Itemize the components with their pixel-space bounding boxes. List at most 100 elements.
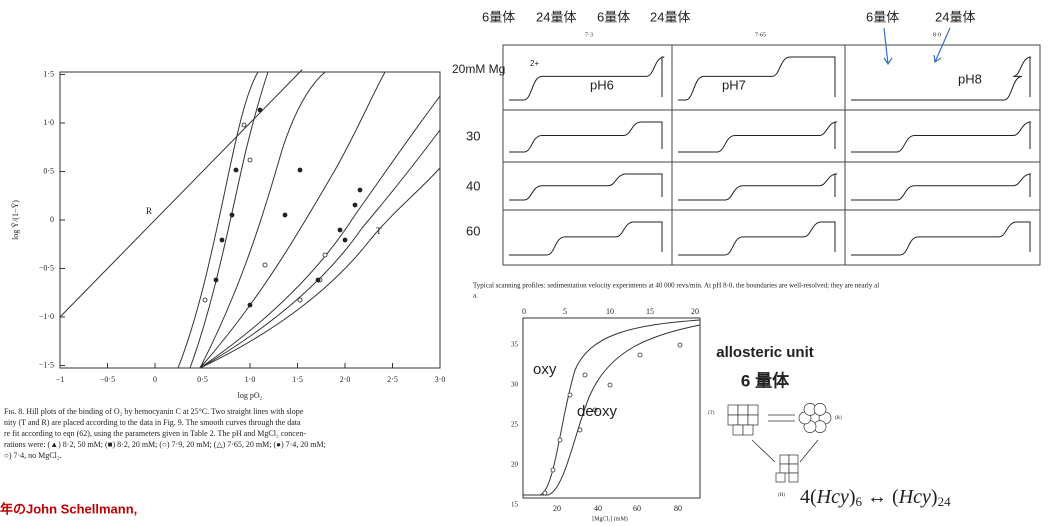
state-label: (R) [835, 416, 842, 421]
row-label: 30 [466, 128, 480, 143]
hill-point [242, 123, 246, 127]
sed-trace [851, 122, 1031, 152]
arrow [800, 440, 818, 462]
bottom-tick-label: 20 [553, 504, 561, 513]
arrow [752, 440, 775, 462]
sed-trace [851, 57, 1031, 100]
species-header: 6量体 [482, 9, 515, 24]
bottom-tick-label: 40 [594, 504, 602, 513]
footer-text: 年のJohn Schellmann, [0, 501, 137, 516]
hill-curve [200, 130, 440, 368]
left-tick-label: 15 [511, 501, 519, 509]
mg-point [678, 343, 682, 347]
caption-line: a. [473, 292, 478, 300]
hill-point [248, 303, 252, 307]
hill-point [230, 213, 234, 217]
y-tick-label: 0·5 [43, 166, 54, 175]
x-tick-label: 2·0 [340, 375, 351, 384]
subunit [728, 405, 738, 415]
hill-point [323, 253, 327, 257]
subunit [789, 464, 798, 473]
sed-trace [509, 222, 662, 255]
equation-part: ) [931, 486, 938, 508]
curve-label: R [146, 206, 152, 216]
mg-point [568, 393, 572, 397]
ph-label: pH7 [722, 77, 746, 92]
equation-part: ↔ ( [862, 486, 899, 508]
sed-trace [851, 174, 1031, 200]
hill-point [220, 238, 224, 242]
y-tick-label: 1·0 [43, 118, 54, 127]
subunit [780, 464, 789, 473]
mg-point [558, 438, 562, 442]
panel-code: 7·3 [585, 32, 593, 38]
curve-label: oxy [533, 361, 557, 378]
allosteric-subtitle: 6 量体 [741, 370, 790, 390]
x-tick-label: 0 [153, 375, 157, 384]
bottom-tick-label: 80 [674, 504, 682, 513]
mg-point [638, 353, 642, 357]
x-tick-label: 0·5 [197, 375, 208, 384]
species-header: 24量体 [935, 9, 975, 24]
species-header: 6量体 [597, 9, 630, 24]
row-label-sup: 2+ [530, 59, 539, 68]
hill-point [316, 278, 320, 282]
row-label: 20mM Mg [452, 62, 505, 76]
hill-point [298, 298, 302, 302]
hill-point [358, 188, 362, 192]
sed-trace [678, 57, 835, 100]
caption-line: Fɪɢ. 8. Hill plots of the binding of O₂ … [4, 407, 304, 416]
mg-point [551, 468, 555, 472]
row-label: 60 [466, 223, 480, 238]
panel-code: 7·65 [755, 32, 766, 38]
ph-label: pH8 [958, 71, 982, 86]
sed-trace [509, 174, 662, 200]
hill-curve [60, 70, 302, 317]
sed-trace [851, 222, 1030, 255]
top-tick-label: 5 [563, 307, 567, 316]
row-label: 40 [466, 178, 480, 193]
left-tick-label: 35 [511, 341, 519, 349]
hill-point [263, 263, 267, 267]
slide: 1·51·00·50−0·5−1·0−1·5−1−0·500·51·01·52·… [0, 0, 1051, 526]
panel-code: 8·0 [933, 32, 941, 38]
y-tick-label: 0 [50, 215, 54, 224]
subunit [748, 405, 758, 415]
hill-point [338, 228, 342, 232]
mg-point [543, 491, 547, 495]
caption-line: Typical scanning profiles: sedimentation… [473, 282, 879, 290]
x-axis-label: log pO₂ [238, 391, 263, 400]
hill-curve [200, 72, 385, 368]
bottom-tick-label: 60 [633, 504, 641, 513]
left-tick-label: 20 [511, 461, 519, 469]
y-tick-label: −1·0 [39, 312, 54, 321]
hill-point [298, 168, 302, 172]
hill-point [234, 168, 238, 172]
hill-point [203, 298, 207, 302]
hill-frame [60, 72, 440, 368]
equation-part: 24 [938, 494, 952, 509]
subunit [748, 415, 758, 425]
hill-point [248, 158, 252, 162]
subunit [789, 455, 798, 464]
subunit [728, 415, 738, 425]
equation: 4(Hcy)6 ↔ (Hcy)24 [800, 486, 951, 509]
caption-line: rations were: (▲) 8·2, 50 mM; (■) 8·2, 2… [4, 440, 326, 449]
subunit [789, 473, 798, 482]
top-tick-label: 15 [646, 307, 654, 316]
curve-label: deoxy [577, 403, 618, 420]
y-axis-label: log Ȳ/(1−Ȳ) [11, 200, 20, 240]
hill-point [353, 203, 357, 207]
left-tick-label: 30 [511, 381, 519, 389]
top-tick-label: 0 [522, 307, 526, 316]
sed-trace [678, 174, 837, 200]
caption-line: ○) 7·4, no MgCl₂. [4, 451, 62, 460]
x-tick-label: −1 [56, 375, 65, 384]
mg-point [608, 383, 612, 387]
hill-curve [200, 168, 440, 368]
species-header: 24量体 [650, 9, 690, 24]
sed-trace [509, 122, 662, 152]
arrow [884, 28, 892, 64]
caption-line: re fit according to eqn (62), using the … [4, 429, 306, 438]
hill-point [343, 238, 347, 242]
